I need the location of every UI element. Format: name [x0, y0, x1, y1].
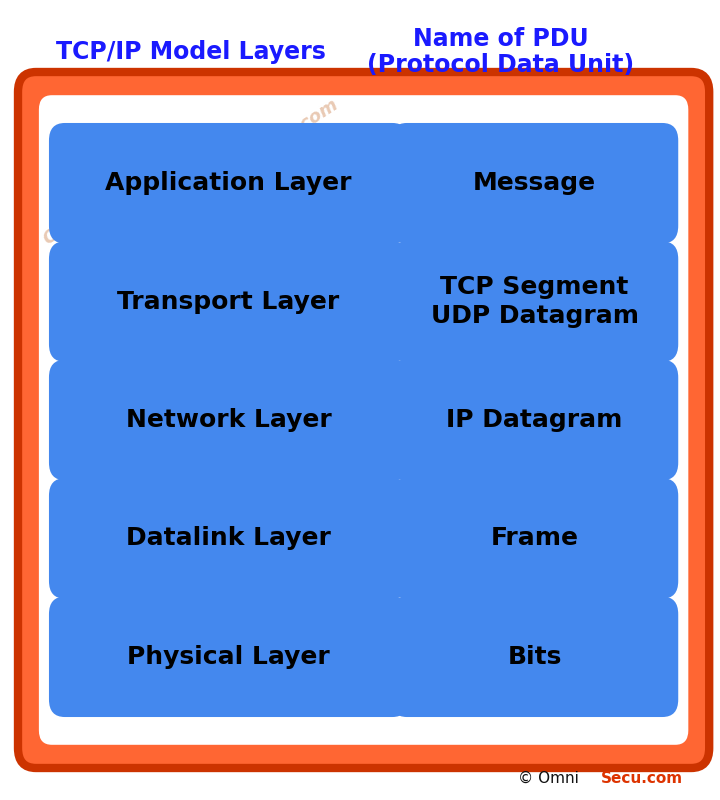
Text: Datalink Layer: Datalink Layer: [126, 526, 331, 550]
FancyBboxPatch shape: [39, 95, 688, 745]
Text: TCP/IP Model Layers: TCP/IP Model Layers: [56, 40, 325, 64]
Text: OmniSecu.com: OmniSecu.com: [278, 527, 413, 625]
FancyBboxPatch shape: [391, 360, 678, 480]
FancyBboxPatch shape: [391, 242, 678, 362]
Text: TCP Segment
UDP Datagram: TCP Segment UDP Datagram: [431, 275, 639, 328]
Text: OmniSecu.com: OmniSecu.com: [307, 255, 442, 353]
FancyBboxPatch shape: [49, 242, 408, 362]
Text: Bits: Bits: [508, 645, 562, 669]
Text: Application Layer: Application Layer: [105, 171, 352, 195]
Text: Network Layer: Network Layer: [126, 408, 331, 432]
Text: Secu.com: Secu.com: [601, 770, 683, 786]
FancyBboxPatch shape: [391, 123, 678, 243]
Text: OmniSecu.com: OmniSecu.com: [76, 415, 212, 513]
FancyBboxPatch shape: [391, 478, 678, 598]
Text: OmniSecu.com: OmniSecu.com: [206, 95, 341, 193]
Text: Name of PDU
(Protocol Data Unit): Name of PDU (Protocol Data Unit): [366, 26, 634, 78]
Text: IP Datagram: IP Datagram: [446, 408, 623, 432]
FancyBboxPatch shape: [18, 72, 709, 768]
Text: Message: Message: [473, 171, 596, 195]
FancyBboxPatch shape: [49, 478, 408, 598]
Text: Frame: Frame: [490, 526, 579, 550]
FancyBboxPatch shape: [49, 360, 408, 480]
Text: © Omni: © Omni: [518, 770, 580, 786]
FancyBboxPatch shape: [49, 597, 408, 717]
FancyBboxPatch shape: [49, 123, 408, 243]
Text: OmniSecu.com: OmniSecu.com: [40, 151, 176, 249]
Text: OmniSecu.com: OmniSecu.com: [184, 295, 320, 393]
Text: Physical Layer: Physical Layer: [127, 645, 330, 669]
Text: Transport Layer: Transport Layer: [117, 290, 340, 314]
FancyBboxPatch shape: [391, 597, 678, 717]
